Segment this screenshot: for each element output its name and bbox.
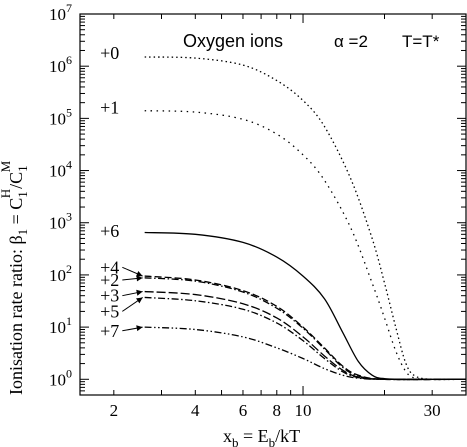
xlabel-sub: b: [232, 435, 239, 447]
y-tick-base: 10: [49, 57, 66, 76]
ylabel-sub3: 1: [15, 165, 30, 172]
series-label-plus0: +0: [100, 43, 119, 63]
series-label-plus7: +7: [100, 321, 119, 341]
ylabel-div: /C: [6, 172, 26, 189]
xlabel-sub2: b: [269, 435, 276, 447]
y-tick-base: 10: [49, 109, 66, 128]
y-axis-label: Ionisation rate ratio: β1 = C1H/C1M: [0, 160, 30, 395]
xlabel-main: x: [223, 426, 232, 446]
label-arrowhead: [136, 325, 143, 332]
y-tick-base: 10: [49, 370, 66, 389]
label-arrowhead: [136, 275, 143, 282]
y-tick-exponent: 5: [66, 105, 72, 119]
y-tick-exponent: 6: [66, 53, 72, 67]
param-alpha: α =2: [334, 32, 368, 51]
series-label-plus3: +3: [100, 286, 119, 306]
plot-frame: [79, 13, 467, 396]
series-line-plus7: [144, 326, 467, 381]
series-label-plus4: +4: [100, 257, 119, 277]
chart-title: Oxygen ions: [183, 31, 283, 51]
series-label-plus2: +2: [100, 270, 119, 290]
plot-area: [79, 13, 467, 396]
param-temperature: T=T*: [402, 32, 440, 51]
y-tick-base: 10: [49, 318, 66, 337]
y-tick-base: 10: [49, 162, 66, 181]
x-axis-label: xb = Eb/kT: [223, 426, 300, 447]
label-arrowhead: [136, 289, 143, 296]
y-tick-base: 10: [49, 214, 66, 233]
y-tick-exponent: 0: [66, 366, 72, 380]
ylabel-prefix: Ionisation rate ratio: β: [6, 235, 26, 395]
series-line-plus0: [144, 56, 467, 381]
series-labels: +0 +1 +6 +4+2+3+5+7: [100, 43, 143, 341]
y-tick-exponent: 1: [66, 314, 72, 328]
label-arrowhead: [135, 270, 143, 277]
series-label-plus6: +6: [100, 221, 119, 241]
y-tick-label: 105: [49, 105, 72, 128]
x-tick-label: 4: [191, 401, 200, 420]
ylabel-sup3: M: [0, 160, 13, 172]
y-tick-exponent: 2: [66, 262, 72, 276]
y-tick-label: 107: [49, 1, 72, 24]
series-line-plus5: [144, 296, 467, 381]
y-tick-base: 10: [49, 266, 66, 285]
x-tick-label: 6: [239, 401, 248, 420]
series-label-plus1: +1: [100, 98, 119, 118]
xlabel-tail: /kT: [275, 426, 300, 446]
series-group: [144, 56, 467, 381]
y-tick-label: 104: [49, 158, 72, 181]
y-tick-label: 102: [49, 262, 72, 285]
series-line-plus1: [144, 110, 467, 381]
xlabel-eq: = E: [239, 426, 269, 446]
ylabel-sup2: H: [0, 189, 13, 198]
y-tick-exponent: 3: [66, 210, 72, 224]
y-tick-exponent: 7: [66, 1, 72, 15]
y-tick-label: 103: [49, 210, 72, 233]
y-tick-exponent: 4: [66, 158, 72, 172]
x-tick-label: 30: [424, 401, 441, 420]
label-arrowhead: [136, 297, 143, 304]
x-tick-label: 10: [295, 401, 312, 420]
ylabel-mid: = C: [6, 198, 26, 229]
y-tick-label: 101: [49, 314, 72, 337]
y-tick-label: 106: [49, 53, 72, 76]
x-tick-label: 2: [110, 401, 119, 420]
y-tick-base: 10: [49, 5, 66, 24]
y-tick-label: 100: [49, 366, 72, 389]
ylabel-sub2: 1: [15, 191, 30, 198]
x-tick-label: 8: [273, 401, 282, 420]
ylabel-sub1: 1: [15, 229, 30, 236]
series-label-plus5: +5: [100, 301, 119, 321]
